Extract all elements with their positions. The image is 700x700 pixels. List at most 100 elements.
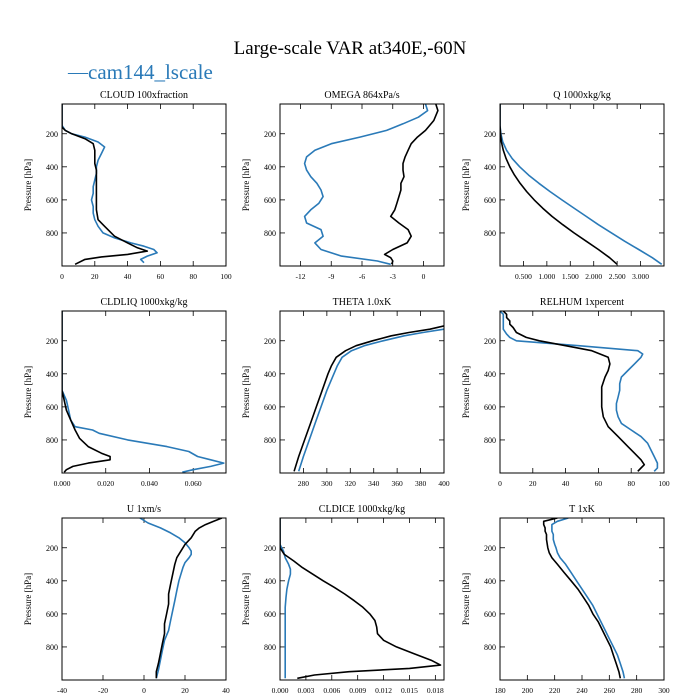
y-tick-label: 400 [264,370,276,379]
series-line-cam144-lscale [500,311,659,472]
x-tick-label: 0.060 [185,479,202,488]
x-tick-label: 400 [438,479,450,488]
y-tick-label: 800 [46,436,58,445]
y-tick-label: 400 [46,163,58,172]
series-line-cam144-lscale [62,311,225,473]
y-tick-label: 800 [264,436,276,445]
x-tick-label: 40 [562,479,570,488]
plot-frame [61,517,227,681]
legend-label: cam144_lscale [88,60,213,84]
x-tick-label: 80 [627,479,635,488]
series-line-reference [280,518,442,680]
x-tick-label: 0.003 [297,686,314,695]
x-tick-label: 3.000 [632,272,649,281]
x-tick-label: 0.500 [515,272,532,281]
y-tick-label: 600 [264,403,276,412]
plot-frame [499,517,665,681]
x-tick-label: 320 [345,479,357,488]
chart-title: Q 1000xkg/kg [553,90,611,101]
y-tick-label: 200 [46,544,58,553]
y-tick-label: 200 [484,130,496,139]
x-tick-label: 60 [595,479,603,488]
y-tick-label: 600 [484,610,496,619]
series-line-cam144-lscale [139,518,192,679]
x-tick-label: 0.006 [323,686,340,695]
y-tick-label: 800 [46,643,58,652]
x-tick-label: 0 [422,272,426,281]
plot-frame [279,517,445,681]
series-line-reference [62,104,149,266]
x-tick-label: 100 [658,479,670,488]
chart-panel: OMEGA 864xPa/s Pressure [hPa] 200 400 600 800… [241,90,445,281]
y-tick-label: 600 [46,403,58,412]
y-tick-label: 800 [264,643,276,652]
y-axis-label: Pressure [hPa] [241,573,251,625]
legend-marker: — [67,61,89,83]
x-tick-label: -9 [328,272,334,281]
x-tick-label: 0 [142,686,146,695]
series-line-reference [62,311,111,473]
x-tick-label: -3 [390,272,396,281]
x-tick-label: 200 [522,686,534,695]
y-axis-label: Pressure [hPa] [23,573,33,625]
x-tick-label: 0.015 [401,686,418,695]
x-tick-label: 220 [549,686,561,695]
chart-title: CLDICE 1000xkg/kg [319,504,405,515]
x-tick-label: 20 [91,272,99,281]
chart-title: CLOUD 100xfraction [100,90,188,101]
plot-frame [499,310,665,474]
x-tick-label: 0.040 [141,479,158,488]
series-line-cam144-lscale [280,518,292,679]
x-tick-label: 100 [220,272,232,281]
x-tick-label: 2.000 [585,272,602,281]
x-tick-label: 380 [415,479,427,488]
x-tick-label: 0.000 [272,686,289,695]
x-tick-label: 300 [658,686,670,695]
chart-panel: CLDLIQ 1000xkg/kg Pressure [hPa] 200 400 600… [23,297,227,488]
y-tick-label: 200 [264,544,276,553]
chart-title: CLDLIQ 1000xkg/kg [101,297,188,308]
y-axis-label: Pressure [hPa] [23,366,33,418]
x-tick-label: 280 [631,686,643,695]
x-tick-label: 360 [392,479,404,488]
chart-title: RELHUM 1xpercent [540,297,624,308]
x-tick-label: 20 [529,479,537,488]
y-tick-label: 600 [264,196,276,205]
plot-frame [61,310,227,474]
x-tick-label: 40 [222,686,230,695]
series-line-cam144-lscale [551,518,626,679]
x-tick-label: -20 [98,686,108,695]
x-tick-label: 0 [60,272,64,281]
x-tick-label: 80 [189,272,197,281]
y-tick-label: 600 [46,610,58,619]
y-tick-label: 400 [264,577,276,586]
plot-frame [279,310,445,474]
plot-frame [279,103,445,267]
x-tick-label: 300 [321,479,333,488]
x-tick-label: 40 [124,272,132,281]
x-tick-label: 0.009 [349,686,366,695]
x-tick-label: 0 [498,479,502,488]
x-tick-label: 1.000 [538,272,555,281]
chart-panel: U 1xm/s Pressure [hPa] 200 400 600 800 -40 -20 0… [23,504,230,695]
x-tick-label: 1.500 [562,272,579,281]
x-tick-label: 240 [576,686,588,695]
y-tick-label: 800 [46,229,58,238]
chart-panel: CLDICE 1000xkg/kg Pressure [hPa] 200 400 600… [241,504,445,695]
plot-frame [61,103,227,267]
chart-panel: T 1xK Pressure [hPa] 200 400 600 800 180 200 220… [461,504,670,695]
y-axis-label: Pressure [hPa] [461,159,471,211]
y-tick-label: 600 [46,196,58,205]
legend: — cam144_lscale [67,60,213,84]
y-tick-label: 400 [46,370,58,379]
y-tick-label: 200 [46,130,58,139]
y-tick-label: 400 [484,370,496,379]
x-tick-label: 180 [494,686,506,695]
y-tick-label: 400 [484,577,496,586]
y-tick-label: 600 [264,610,276,619]
y-axis-label: Pressure [hPa] [241,159,251,211]
chart-title: THETA 1.0xK [333,297,392,308]
x-tick-label: 260 [604,686,616,695]
